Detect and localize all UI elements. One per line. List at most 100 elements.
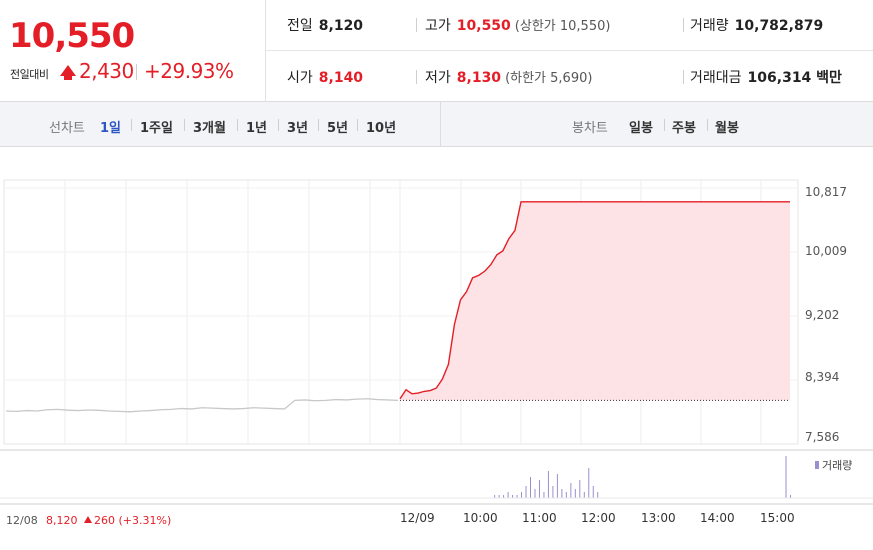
chart-canvas — [0, 179, 873, 505]
x-tick: 13:00 — [641, 511, 676, 525]
divider — [318, 119, 319, 131]
low: 저가 8,130 (하한가 5,690) — [425, 67, 592, 87]
volume-legend-swatch — [815, 461, 819, 469]
plot-frame — [3, 179, 799, 445]
x-tick: 14:00 — [700, 511, 735, 525]
x-tick: 10:00 — [463, 511, 498, 525]
volume-bar — [498, 495, 500, 498]
volume-bar — [547, 471, 549, 498]
divider — [278, 119, 279, 131]
price-box: 10,550 전일대비 2,430 +29.93% — [0, 0, 266, 101]
change-rate: +29.93% — [144, 59, 234, 83]
divider — [131, 119, 132, 131]
volume-bar — [561, 489, 563, 498]
volume-bar — [597, 492, 599, 498]
prev-day-change: 260 (+3.31%) — [94, 514, 172, 527]
volume-bar — [530, 477, 531, 498]
open-label: 시가 — [287, 70, 313, 86]
open: 시가 8,140 — [287, 67, 363, 87]
volume-bar — [785, 456, 787, 498]
change-amount: 2,430 — [79, 59, 134, 83]
y-tick: 10,817 — [805, 185, 847, 199]
tab-monthly[interactable]: 월봉 — [715, 121, 739, 136]
volume-bar — [552, 486, 554, 498]
x-tick: 12:00 — [581, 511, 616, 525]
series-line-today — [399, 201, 790, 400]
divider — [136, 64, 137, 80]
upper-limit: (상한가 10,550) — [514, 19, 611, 34]
volume-bar — [556, 474, 558, 498]
stock-summary: 10,550 전일대비 2,430 +29.93% 전일 8,120 고가 10,5… — [0, 0, 873, 102]
volume-bar — [525, 486, 527, 498]
prev-close: 전일 8,120 — [287, 15, 363, 35]
volume-bar — [574, 489, 576, 498]
x-tick: 11:00 — [522, 511, 557, 525]
divider — [357, 119, 358, 131]
tab-1d[interactable]: 1일 — [100, 121, 122, 136]
divider — [266, 50, 873, 51]
amount-value: 106,314 백만 — [747, 70, 842, 86]
volume-bar — [538, 480, 540, 498]
volume-label: 거래량 — [690, 18, 729, 34]
tab-10y[interactable]: 10년 — [366, 121, 397, 136]
tab-1y[interactable]: 1년 — [246, 121, 268, 136]
high: 고가 10,550 (상한가 10,550) — [425, 15, 610, 35]
divider — [184, 119, 185, 131]
open-value: 8,140 — [318, 70, 364, 86]
current-price: 10,550 — [9, 16, 135, 56]
low-label: 저가 — [425, 70, 451, 86]
tab-3m[interactable]: 3개월 — [193, 121, 226, 136]
tab-5y[interactable]: 5년 — [327, 121, 349, 136]
volume-bar — [579, 480, 581, 498]
low-value: 8,130 — [456, 70, 502, 86]
amount-label: 거래대금 — [690, 70, 742, 86]
volume-bar — [588, 468, 590, 498]
x-tick: 15:00 — [760, 511, 795, 525]
prev-day-price: 8,120 — [46, 514, 78, 527]
y-tick: 9,202 — [805, 308, 840, 322]
tab-1w[interactable]: 1주일 — [140, 121, 173, 136]
y-tick: 10,009 — [805, 244, 847, 258]
price-chart: 10,817 10,009 9,202 8,394 7,586 거래량 12/0… — [0, 146, 873, 550]
volume: 거래량 10,782,879 — [690, 15, 823, 35]
prev-close-value: 8,120 — [318, 18, 364, 34]
divider — [664, 119, 665, 131]
volume-bar — [516, 495, 518, 498]
volume-bar — [565, 492, 567, 498]
volume-bar — [507, 492, 509, 498]
divider — [707, 119, 708, 131]
volume-bar — [570, 483, 572, 498]
chart-tabs: 선차트 1일 1주일 3개월 1년 3년 5년 10년 봉차트 일봉 주봉 월봉 — [0, 102, 873, 147]
x-tick: 12/09 — [400, 511, 435, 525]
tab-3y[interactable]: 3년 — [287, 121, 309, 136]
up-arrow-icon — [84, 516, 92, 523]
tab-daily[interactable]: 일봉 — [629, 121, 653, 136]
high-value: 10,550 — [456, 18, 511, 34]
volume-value: 10,782,879 — [734, 18, 824, 34]
volume-bar — [543, 492, 545, 498]
line-chart-tabs: 선차트 1일 1주일 3개월 1년 3년 5년 10년 — [0, 102, 441, 146]
prev-close-label: 전일 — [287, 18, 313, 34]
volume-bar — [503, 495, 505, 498]
amount: 거래대금 106,314 백만 — [690, 67, 842, 87]
y-tick: 7,586 — [805, 430, 840, 444]
high-label: 고가 — [425, 18, 451, 34]
tab-weekly[interactable]: 주봉 — [672, 121, 696, 136]
volume-bar — [534, 489, 536, 498]
candle-chart-label: 봉차트 — [572, 121, 608, 136]
series-area-today — [400, 201, 790, 401]
divider — [237, 119, 238, 131]
volume-bar — [583, 492, 585, 498]
prev-day-date: 12/08 — [6, 514, 38, 527]
divider — [683, 18, 684, 32]
divider — [416, 18, 417, 32]
series-line-prev-day — [5, 398, 399, 413]
volume-bar — [494, 495, 496, 498]
volume-bar — [592, 486, 594, 498]
y-tick: 8,394 — [805, 370, 840, 384]
change-label: 전일대비 — [10, 68, 49, 81]
divider — [683, 70, 684, 84]
volume-bar — [790, 495, 791, 498]
volume-bar — [512, 495, 514, 498]
volume-legend: 거래량 — [822, 459, 853, 472]
